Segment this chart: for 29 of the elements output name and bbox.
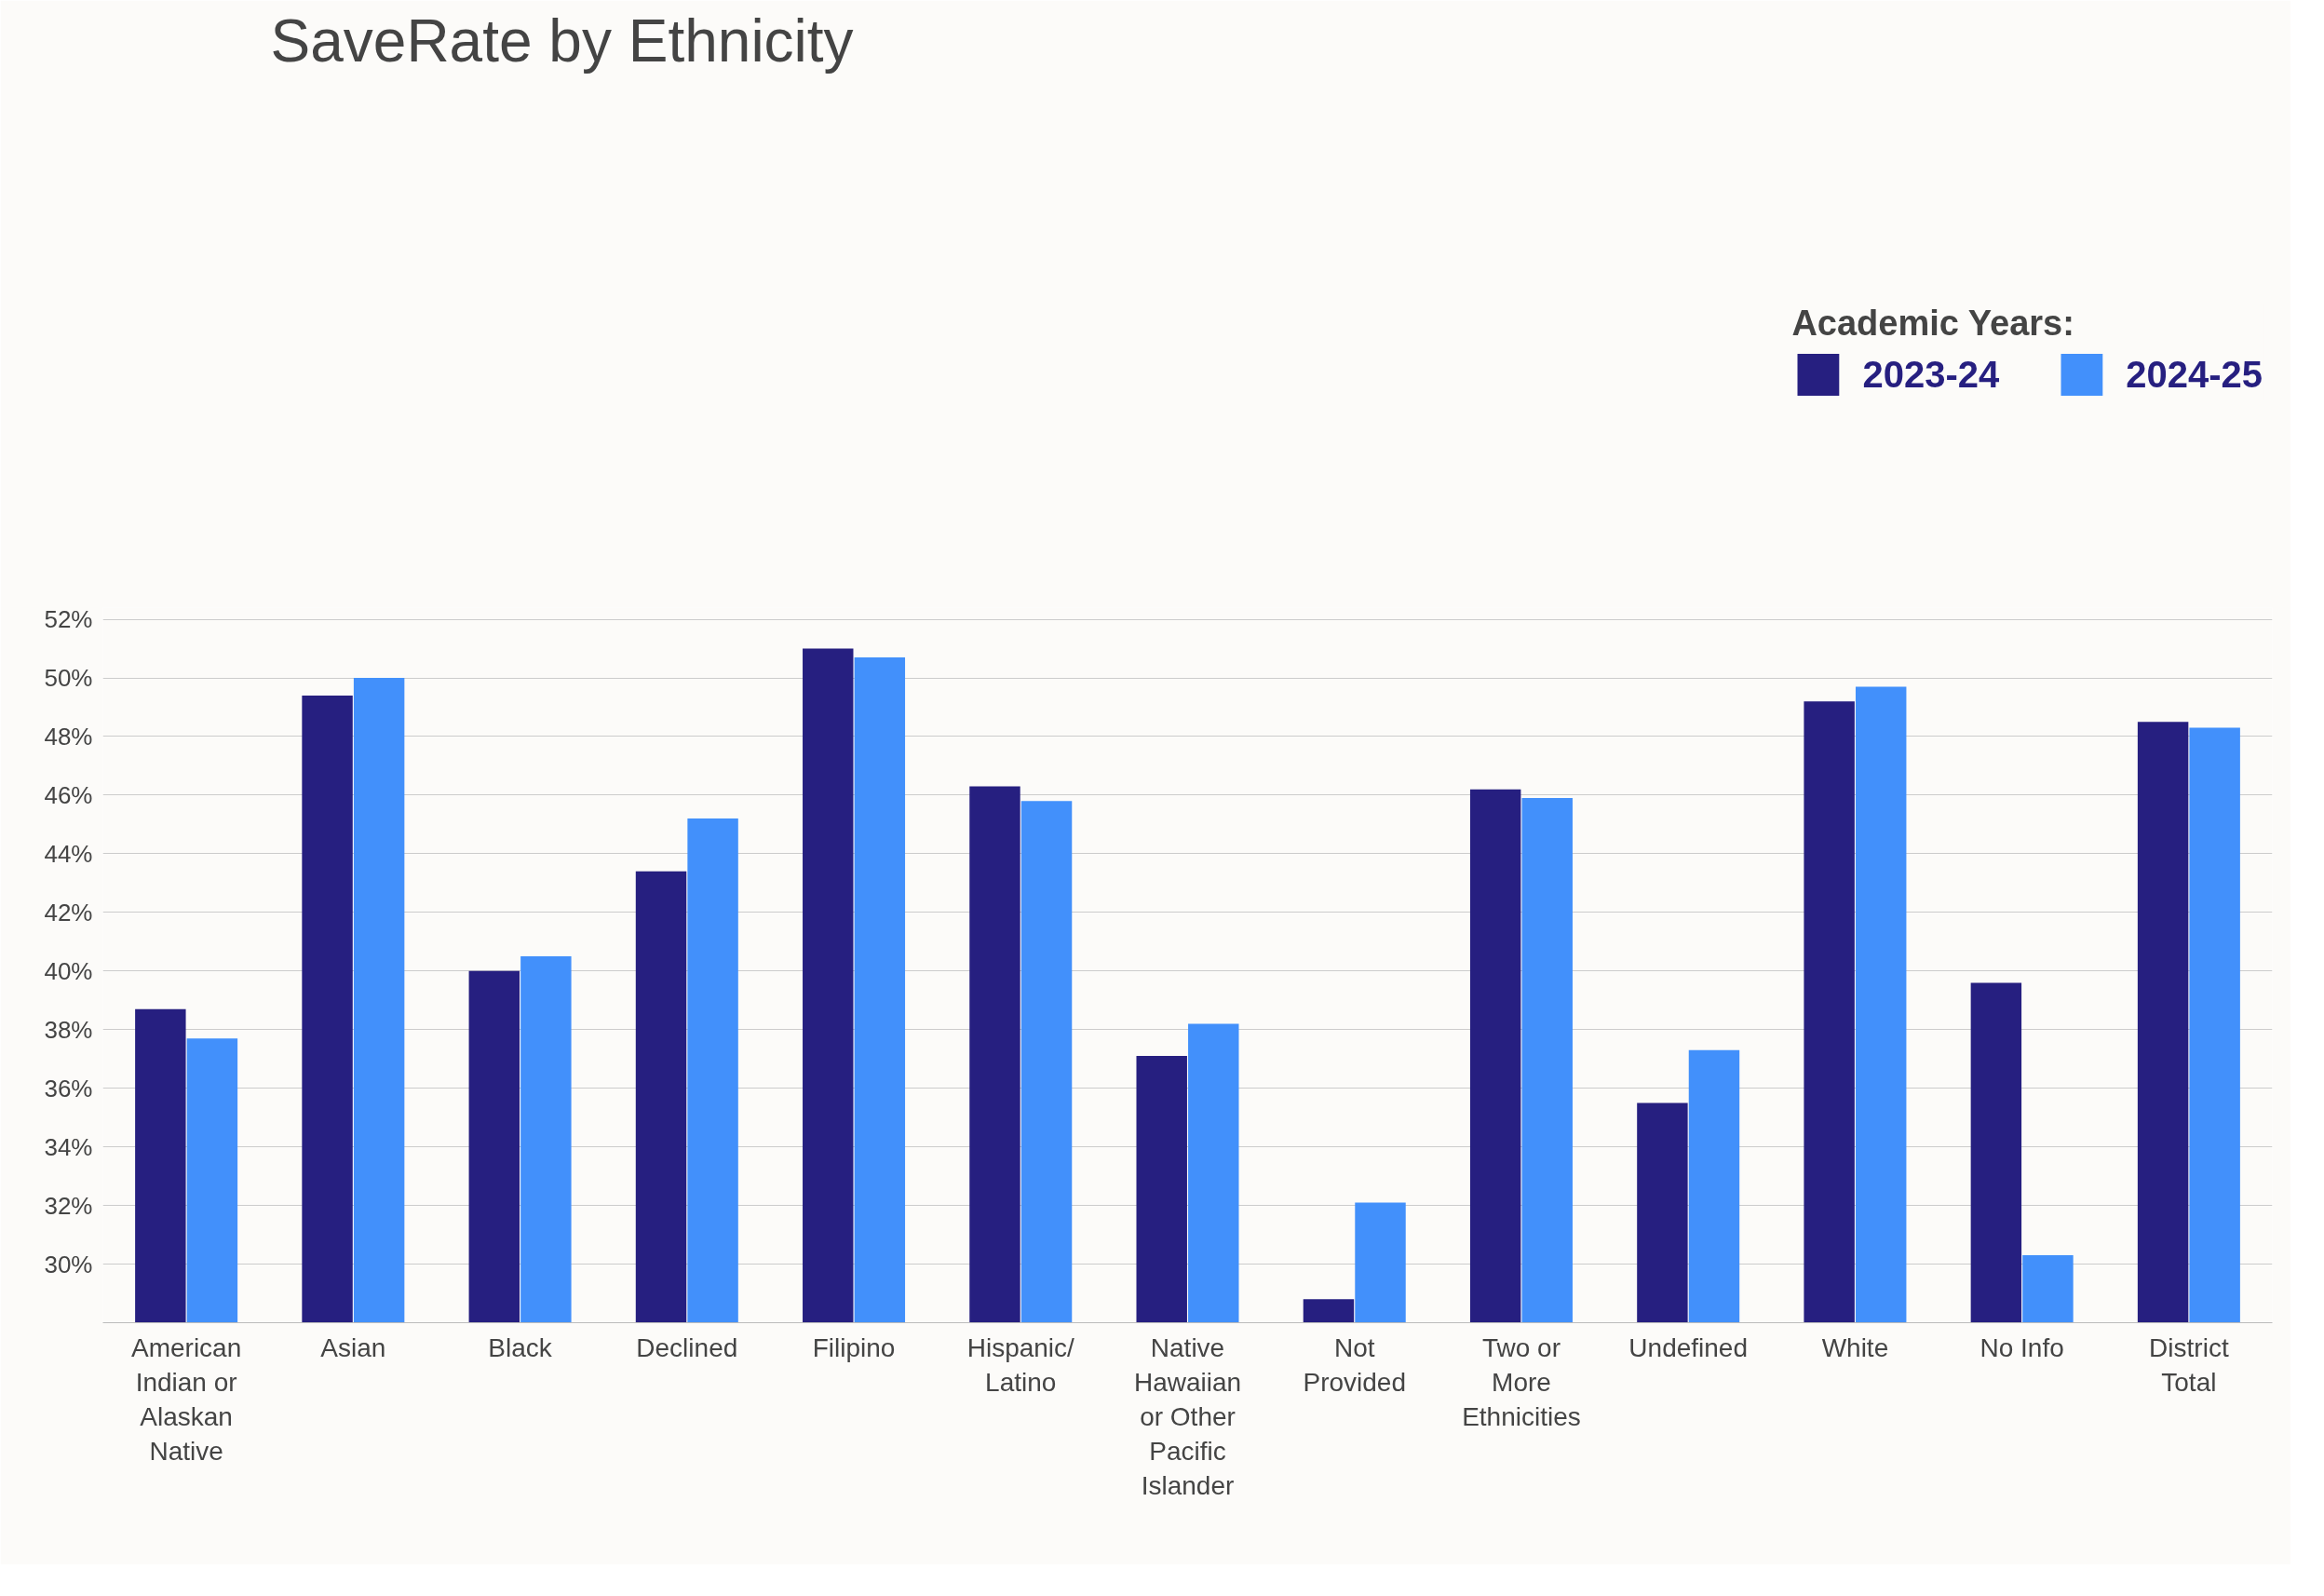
y-tick-label: 46% bbox=[44, 780, 93, 809]
x-tick-label: No Info bbox=[1979, 1332, 2064, 1362]
legend-label: 2024-25 bbox=[2126, 353, 2263, 396]
y-tick-label: 32% bbox=[44, 1191, 93, 1220]
legend-label: 2023-24 bbox=[1862, 353, 2000, 396]
chart-title: SaveRate by Ethnicity bbox=[270, 7, 854, 74]
x-tick-label: Black bbox=[488, 1332, 553, 1362]
y-tick-label: 48% bbox=[44, 722, 93, 751]
y-tick-label: 38% bbox=[44, 1015, 93, 1044]
y-tick-label: 36% bbox=[44, 1074, 93, 1102]
x-tick-label: Asian bbox=[320, 1332, 386, 1362]
y-tick-label: 52% bbox=[44, 605, 93, 634]
x-tick-label: Declined bbox=[636, 1332, 738, 1362]
x-tick-label: White bbox=[1821, 1332, 1889, 1362]
y-tick-label: 34% bbox=[44, 1132, 93, 1161]
y-tick-label: 30% bbox=[44, 1250, 93, 1278]
y-tick-label: 40% bbox=[44, 956, 93, 985]
legend-title: Academic Years: bbox=[1791, 304, 2075, 344]
y-tick-label: 42% bbox=[44, 898, 93, 926]
x-tick-label: Two or More Ethnicities bbox=[1462, 1332, 1581, 1431]
x-tick-label: American Indian or Alaskan Native bbox=[130, 1332, 242, 1467]
x-tick-label: District Total bbox=[2149, 1332, 2229, 1397]
y-tick-label: 50% bbox=[44, 664, 93, 693]
x-tick-label: Native Hawaiian or Other Pacific Islander bbox=[1133, 1332, 1242, 1501]
x-tick-label: Hispanic/ Latino bbox=[966, 1332, 1075, 1397]
x-tick-label: Filipino bbox=[812, 1332, 896, 1362]
x-tick-label: Not Provided bbox=[1303, 1332, 1406, 1397]
y-tick-label: 44% bbox=[44, 839, 93, 868]
x-tick-label: Undefined bbox=[1628, 1332, 1749, 1362]
